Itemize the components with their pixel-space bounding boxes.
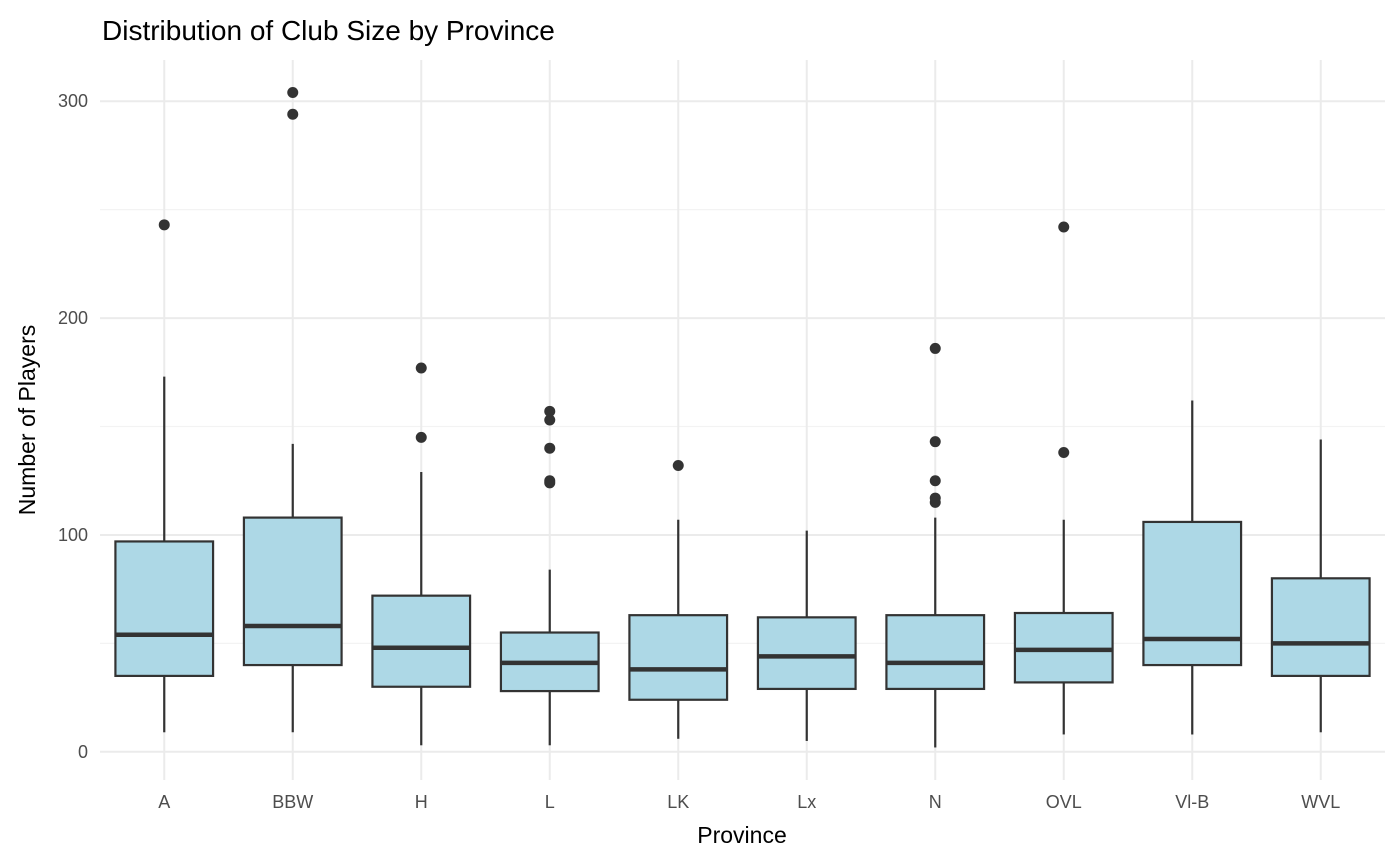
y-axis-label: Number of Players: [14, 325, 40, 515]
x-tick-label: Vl-B: [1175, 792, 1209, 812]
box-BBW: [242, 87, 343, 733]
box-Lx: [756, 530, 857, 741]
outlier-point: [415, 362, 427, 374]
box-LK: [628, 460, 729, 739]
y-tick-label: 200: [58, 308, 88, 328]
outlier-point: [415, 431, 427, 443]
x-tick-label: BBW: [272, 792, 313, 812]
box-N: [885, 342, 986, 748]
x-tick-label: WVL: [1301, 792, 1340, 812]
y-axis: 0 100 200 300: [58, 91, 88, 762]
box-L: [499, 405, 600, 746]
iqr-box: [371, 594, 472, 688]
iqr-box: [1142, 520, 1243, 667]
box-A: [114, 219, 215, 733]
iqr-box: [628, 614, 729, 701]
outlier-point: [929, 475, 941, 487]
x-tick-label: L: [545, 792, 555, 812]
x-axis: A BBW H L LK Lx N OVL Vl-B WVL: [158, 792, 1340, 812]
outlier-point: [929, 342, 941, 354]
y-tick-label: 100: [58, 525, 88, 545]
iqr-box: [242, 516, 343, 667]
outlier-point: [287, 87, 299, 99]
outlier-point: [929, 492, 941, 504]
x-tick-label: LK: [667, 792, 689, 812]
outlier-point: [544, 414, 556, 426]
x-axis-label: Province: [697, 822, 786, 848]
chart-title: Distribution of Club Size by Province: [102, 15, 555, 46]
box-OVL: [1013, 221, 1114, 735]
outlier-point: [544, 442, 556, 454]
iqr-box: [114, 540, 215, 678]
x-tick-label: N: [929, 792, 942, 812]
x-tick-label: A: [158, 792, 170, 812]
box-H: [371, 362, 472, 746]
outlier-point: [287, 108, 299, 120]
outlier-point: [158, 219, 170, 231]
y-tick-label: 300: [58, 91, 88, 111]
outlier-point: [544, 405, 556, 417]
y-tick-label: 0: [78, 742, 88, 762]
x-tick-label: Lx: [797, 792, 816, 812]
iqr-box: [1270, 577, 1371, 678]
outlier-point: [929, 436, 941, 448]
box-Vl-B: [1142, 400, 1243, 735]
outlier-point: [544, 475, 556, 487]
iqr-box: [756, 616, 857, 691]
boxes: [114, 87, 1371, 748]
outlier-point: [1058, 447, 1070, 459]
x-tick-label: H: [415, 792, 428, 812]
outlier-point: [1058, 221, 1070, 233]
x-tick-label: OVL: [1046, 792, 1082, 812]
box-WVL: [1270, 439, 1371, 733]
outlier-point: [672, 460, 684, 472]
iqr-box: [885, 614, 986, 691]
